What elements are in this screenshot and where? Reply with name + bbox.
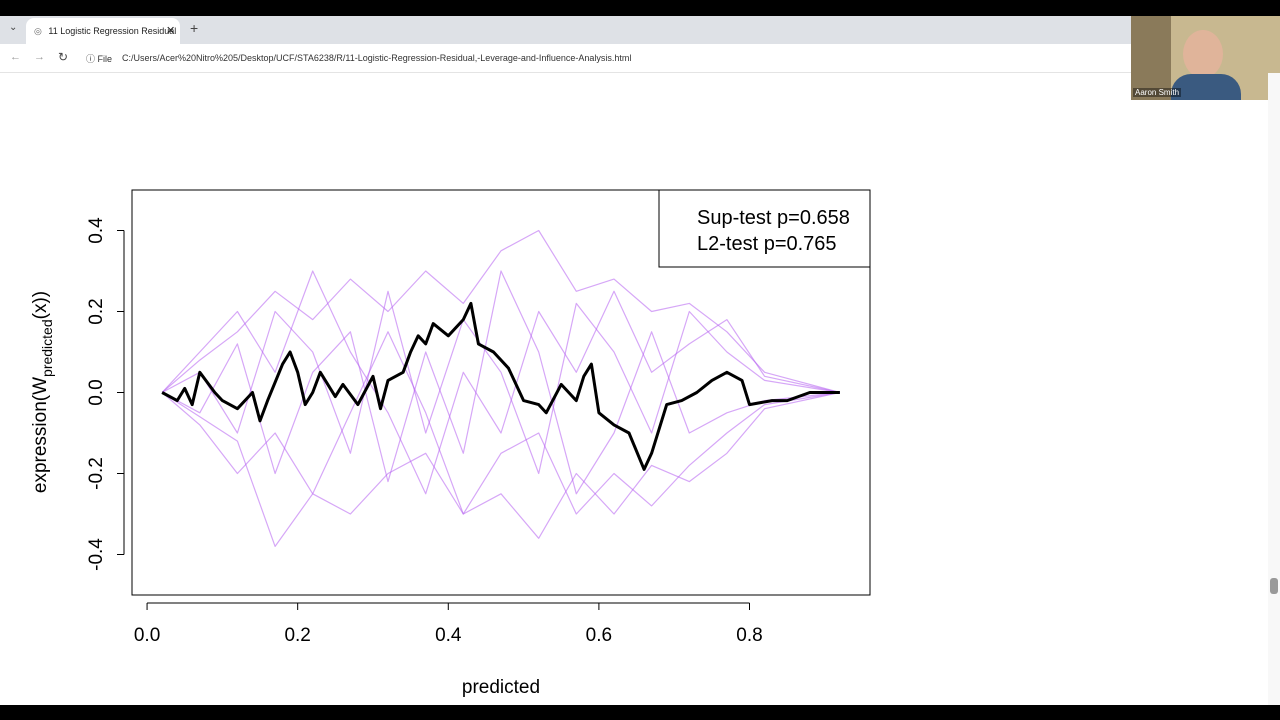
tab[interactable]: ◎ 11 Logistic Regression Residual ✕ [26,18,180,44]
y-axis-label: expression(Wpredicted(x)) [30,291,55,493]
y-tick-label: -0.2 [86,457,107,490]
new-tab-button[interactable]: + [190,20,199,36]
chart: predicted expression(Wpredicted(x)) Sup-… [30,189,871,698]
window-top-bar [0,0,1280,16]
reload-button[interactable]: ↻ [58,50,69,64]
series-line [161,331,840,515]
url-scheme: File [97,54,113,64]
url[interactable]: C:/Users/Acer%20Nitro%205/Desktop/UCF/ST… [122,53,632,63]
webcam-name: Aaron Smith [1133,88,1182,97]
series-line [161,229,841,394]
series-line [161,301,840,471]
bookshelf [1131,16,1171,100]
tab-list-button[interactable]: ⌄ [9,22,18,33]
site-info[interactable]: ⓘ File [86,54,113,64]
x-tick-label: 0.8 [736,625,762,646]
plot-frame [131,189,871,596]
x-tick-label: 0.0 [134,625,160,646]
scrollbar[interactable] [1268,73,1280,705]
tab-close[interactable]: ✕ [166,25,176,37]
y-label-subscript: predicted [39,319,55,377]
y-label-part: (x)) [30,291,51,319]
face [1183,30,1223,78]
annotation-box [658,189,871,268]
forward-button[interactable]: → [34,51,45,63]
address-bar: ← → ↻ ⓘ File C:/Users/Acer%20Nitro%205/D… [0,44,1280,73]
y-tick-label: 0.0 [86,379,107,405]
tab-bar: ⌄ + [0,16,1280,44]
back-button[interactable]: ← [10,51,21,63]
webcam-overlay: Aaron Smith [1131,16,1280,100]
series-line [161,391,841,547]
shirt [1171,74,1241,100]
x-tick-label: 0.4 [435,625,462,646]
x-axis-label: predicted [462,677,540,698]
x-tick-label: 0.2 [284,625,310,646]
y-label-part: expression(W [30,377,51,493]
y-tick-label: 0.2 [86,298,107,324]
x-tick-label: 0.6 [586,625,612,646]
series-line [161,270,841,495]
annotation: L2-test p=0.765 [697,233,837,255]
annotation: Sup-test p=0.658 [697,207,850,229]
y-tick-label: 0.4 [86,217,107,244]
scroll-thumb[interactable] [1270,578,1278,594]
tab-icon: ◎ [34,26,42,36]
y-tick-label: -0.4 [86,538,107,571]
window-bottom-bar [0,705,1280,720]
tab-title: 11 Logistic Regression Residual [48,26,177,36]
series-line [161,290,840,475]
series-line [161,270,840,495]
